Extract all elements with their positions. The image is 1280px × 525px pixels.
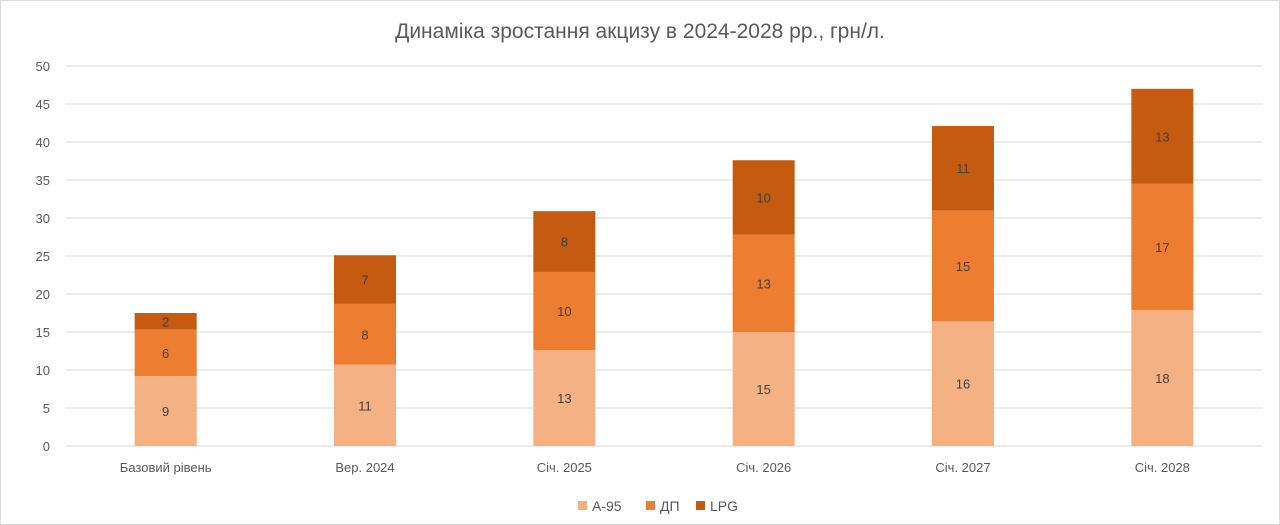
legend-label: А-95 [592,498,622,514]
y-tick-label: 50 [36,59,50,74]
data-label: 6 [162,346,169,361]
bar-segment [334,364,396,446]
chart-title: Динаміка зростання акцизу в 2024-2028 рр… [395,20,885,43]
y-tick-label: 20 [36,287,50,302]
bar-segment [533,211,596,272]
data-label: 8 [561,235,568,250]
bar-segment [533,271,596,351]
x-tick-label: Січ. 2028 [1135,460,1190,475]
x-tick-label: Вер. 2024 [335,460,394,475]
x-tick-label: Січ. 2025 [537,460,592,475]
bar-segment [533,350,596,446]
y-tick-label: 45 [36,97,50,112]
data-label: 10 [756,190,770,205]
data-label: 16 [956,377,970,392]
y-tick-label: 0 [43,439,50,454]
data-label: 15 [756,382,770,397]
data-label: 11 [956,161,970,176]
legend-swatch [696,501,705,510]
y-tick-label: 25 [36,249,50,264]
data-label: 10 [557,304,571,319]
x-tick-label: Базовий рівень [120,460,212,475]
bar-segment [932,321,994,446]
bar-segment [134,329,197,377]
y-tick-label: 10 [36,363,50,378]
bar-segment [134,313,197,330]
x-tick-label: Січ. 2026 [736,460,791,475]
bar-segment [134,376,197,446]
data-label: 15 [956,259,970,274]
data-label: 8 [361,327,368,342]
bar-segment [732,160,795,235]
bar-segment [932,126,994,211]
data-label: 17 [1155,240,1169,255]
bar-segment [334,303,396,365]
legend-swatch [646,501,655,510]
y-tick-label: 35 [36,173,50,188]
data-label: 13 [557,391,571,406]
data-label: 2 [162,314,169,329]
data-label: 11 [358,398,372,413]
legend-swatch [578,501,587,510]
bar-segment [334,255,396,304]
bar-segment [1131,183,1194,310]
data-label: 13 [756,276,770,291]
bar-segment [1131,309,1194,446]
y-tick-label: 5 [43,401,50,416]
y-tick-label: 40 [36,135,50,150]
bar-segment [1131,88,1194,184]
legend-label: LPG [710,498,738,514]
data-label: 9 [162,404,169,419]
data-label: 18 [1155,371,1169,386]
data-label: 13 [1155,129,1169,144]
y-tick-label: 30 [36,211,50,226]
legend-label: ДП [660,498,680,514]
bar-segment [732,332,795,446]
bar-segment [932,210,994,322]
data-label: 7 [361,273,368,288]
bar-segment [732,234,795,332]
x-tick-label: Січ. 2027 [935,460,990,475]
y-tick-label: 15 [36,325,50,340]
